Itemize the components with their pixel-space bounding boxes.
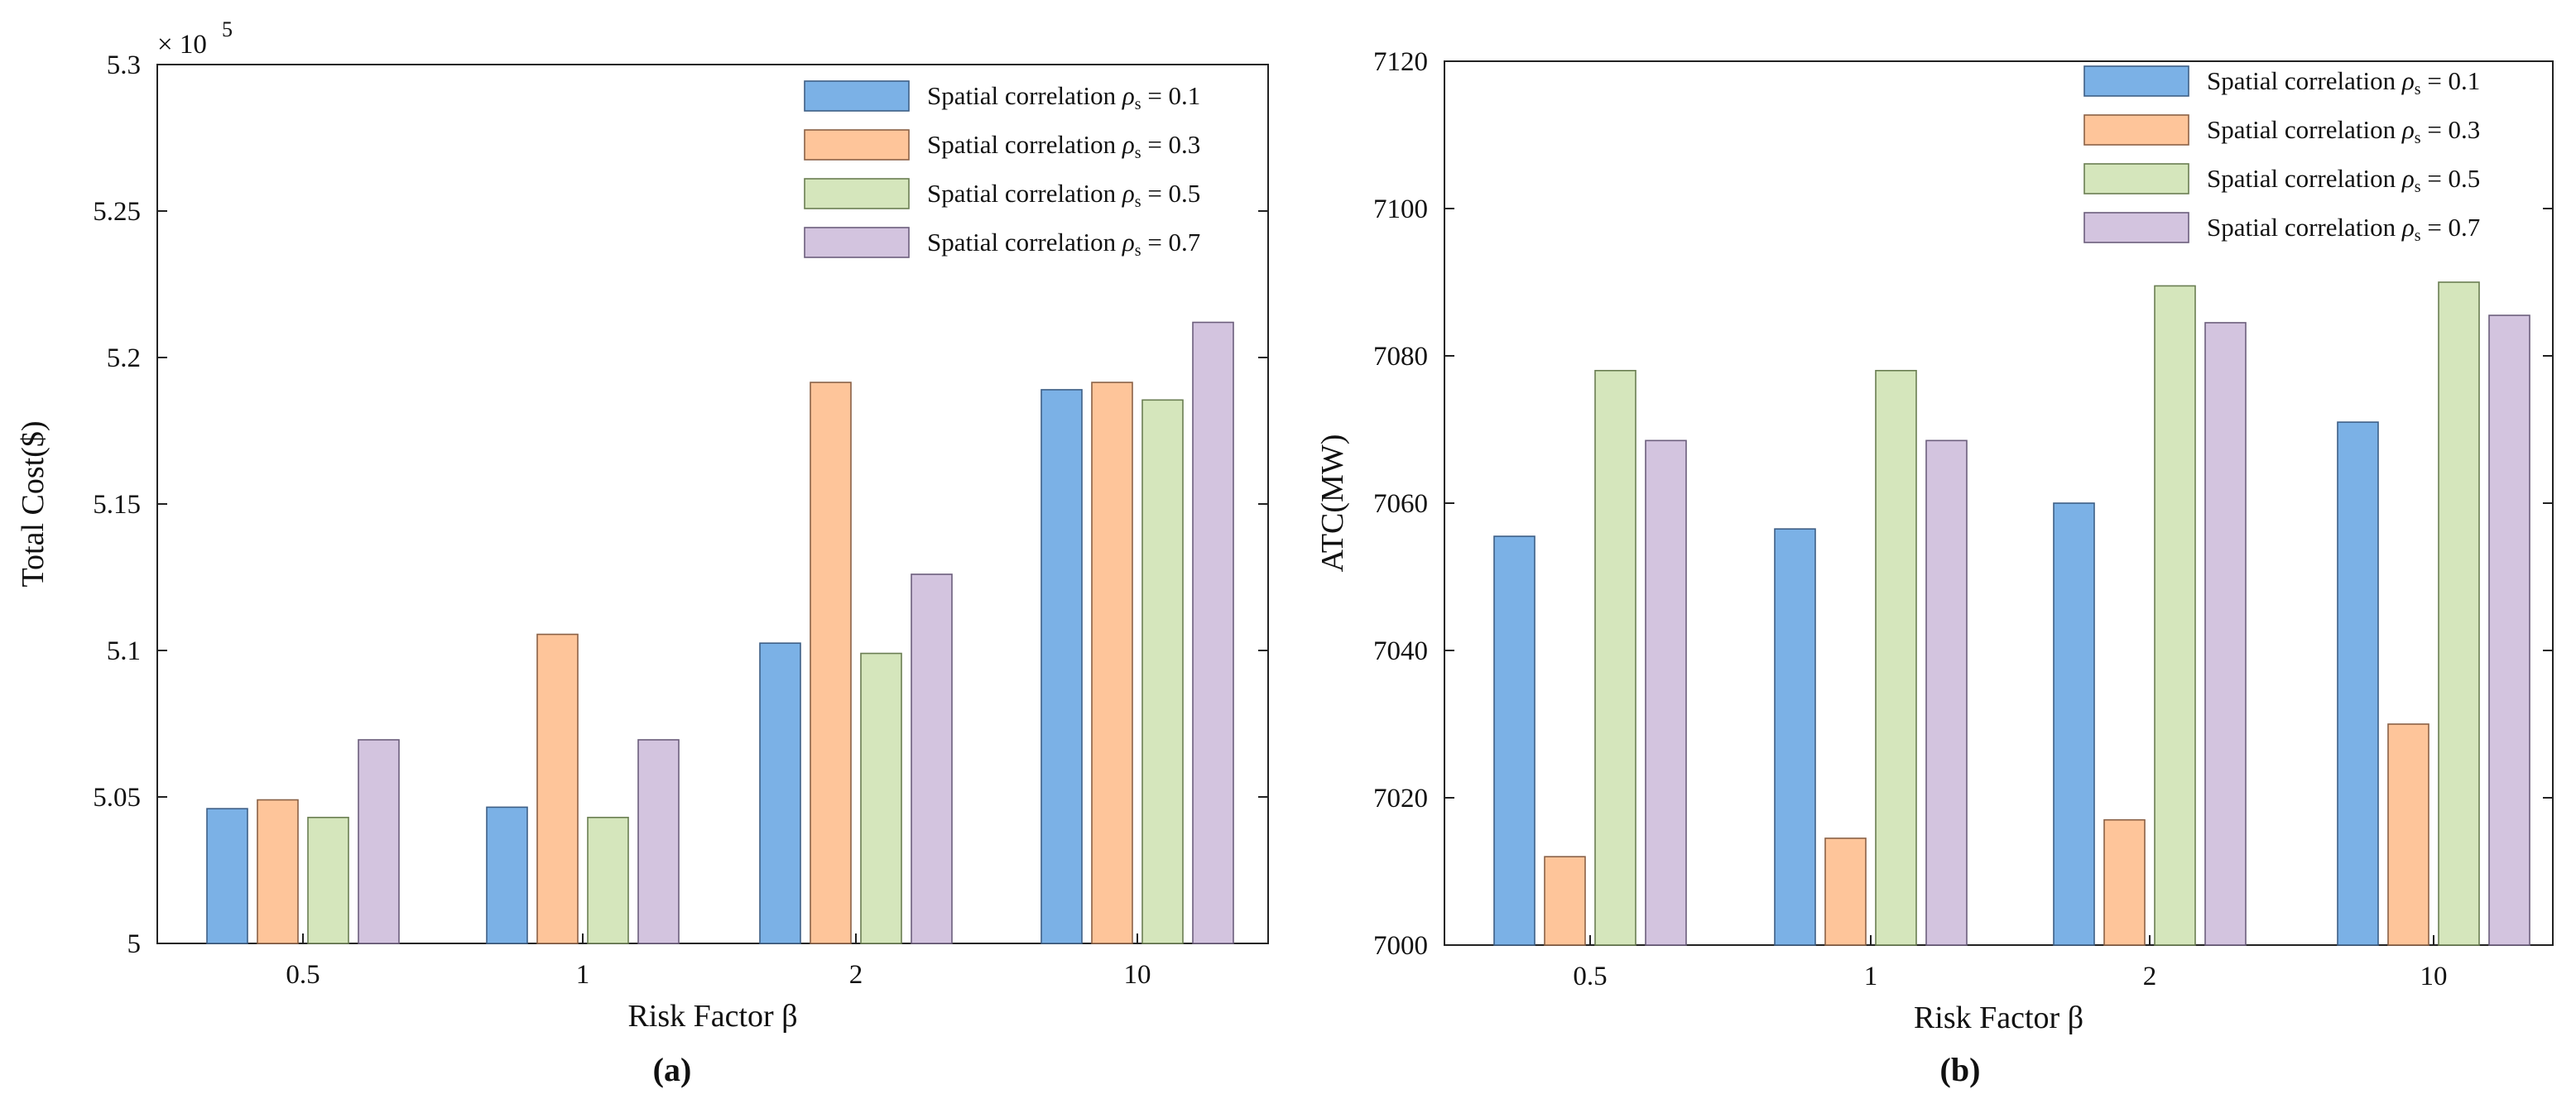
bar	[860, 652, 902, 944]
chart-panel-b: 7000 7020 7040 7060 7080 7100 7120 0.5 1 2 10 Spati…	[1315, 47, 2554, 1088]
y-tick-label: 5.3	[107, 50, 141, 80]
bar	[307, 816, 349, 944]
bar	[810, 382, 852, 944]
y-axis-label: ATC(MW)	[1315, 434, 1350, 573]
y-tick-label: 5	[127, 929, 142, 959]
bar	[637, 739, 680, 944]
bar	[1192, 321, 1234, 944]
bar	[2337, 421, 2379, 946]
x-tick-label: 2	[849, 960, 863, 990]
bar	[2154, 285, 2196, 946]
y-tick-label: 5.2	[107, 343, 141, 373]
bar	[206, 808, 248, 944]
bar	[2387, 723, 2429, 946]
legend-swatch	[804, 129, 910, 161]
bar	[2103, 818, 2146, 946]
y-tick-label: 5.1	[107, 636, 141, 666]
bar	[1824, 837, 1867, 946]
bar	[759, 642, 801, 944]
bar	[1493, 535, 1536, 946]
chart-panel-a: 5 5.05 5.1 5.15 5.2 5.25 5.3 0.5 1 2 10 Spatial cor…	[16, 17, 1269, 1088]
bar	[1040, 389, 1083, 944]
bar	[2204, 322, 2247, 946]
legend-label: Spatial correlation ρs = 0.3	[2207, 115, 2480, 147]
legend-swatch	[804, 80, 910, 112]
bar	[358, 739, 400, 944]
bar	[257, 799, 299, 944]
legend-swatch	[2083, 114, 2189, 146]
bar	[536, 633, 579, 944]
y-tick-label: 7100	[1373, 194, 1428, 224]
legend-label: Spatial correlation ρs = 0.5	[927, 179, 1200, 211]
bar	[1645, 439, 1687, 946]
y-tick-label: 7020	[1373, 784, 1428, 813]
panel-label: (b)	[1940, 1051, 1981, 1088]
y-tick-label: 7040	[1373, 636, 1428, 666]
bar	[1141, 399, 1184, 944]
legend-label: Spatial correlation ρs = 0.5	[2207, 164, 2480, 196]
x-axis-label: Risk Factor β	[627, 999, 797, 1034]
legend-swatch	[2083, 65, 2189, 97]
bar	[1925, 439, 1968, 946]
bar	[1544, 856, 1586, 946]
panel-label: (a)	[653, 1051, 692, 1088]
x-tick-label: 1	[1864, 962, 1878, 991]
x-tick-label: 0.5	[1573, 962, 1607, 991]
legend-swatch	[804, 227, 910, 258]
x-tick-label: 10	[2420, 962, 2448, 991]
bar	[2053, 502, 2095, 946]
legend-label: Spatial correlation ρs = 0.3	[927, 130, 1200, 162]
x-tick-label: 10	[1124, 960, 1151, 990]
y-axis-exponent: × 10	[157, 30, 207, 60]
legend-label: Spatial correlation ρs = 0.1	[2207, 66, 2480, 98]
legend-label: Spatial correlation ρs = 0.7	[927, 228, 1200, 260]
y-tick-label: 5.25	[93, 197, 141, 227]
y-tick-label: 5.05	[93, 783, 141, 813]
x-tick-label: 1	[576, 960, 590, 990]
legend-label: Spatial correlation ρs = 0.7	[2207, 213, 2480, 245]
bar	[1875, 369, 1917, 946]
y-tick-label: 5.15	[93, 490, 141, 520]
x-tick-label: 0.5	[286, 960, 320, 990]
bar	[587, 816, 629, 944]
y-axis-label: Total Cost($)	[16, 420, 50, 587]
legend-swatch	[2083, 163, 2189, 194]
x-axis-label: Risk Factor β	[1914, 1001, 2083, 1035]
y-tick-label: 7000	[1373, 931, 1428, 961]
y-tick-label: 7080	[1373, 342, 1428, 372]
bar	[911, 573, 953, 944]
bar	[486, 806, 528, 944]
bar	[1594, 369, 1636, 946]
y-axis-exponent-power: 5	[222, 17, 233, 41]
bar	[1091, 382, 1133, 944]
legend-label: Spatial correlation ρs = 0.1	[927, 81, 1200, 113]
x-tick-label: 2	[2143, 962, 2157, 991]
y-tick-label: 7120	[1373, 47, 1428, 77]
bar	[2488, 314, 2530, 946]
legend-swatch	[804, 178, 910, 209]
y-tick-label: 7060	[1373, 489, 1428, 519]
legend-swatch	[2083, 212, 2189, 243]
bar	[2438, 281, 2480, 946]
bar	[1774, 528, 1816, 946]
